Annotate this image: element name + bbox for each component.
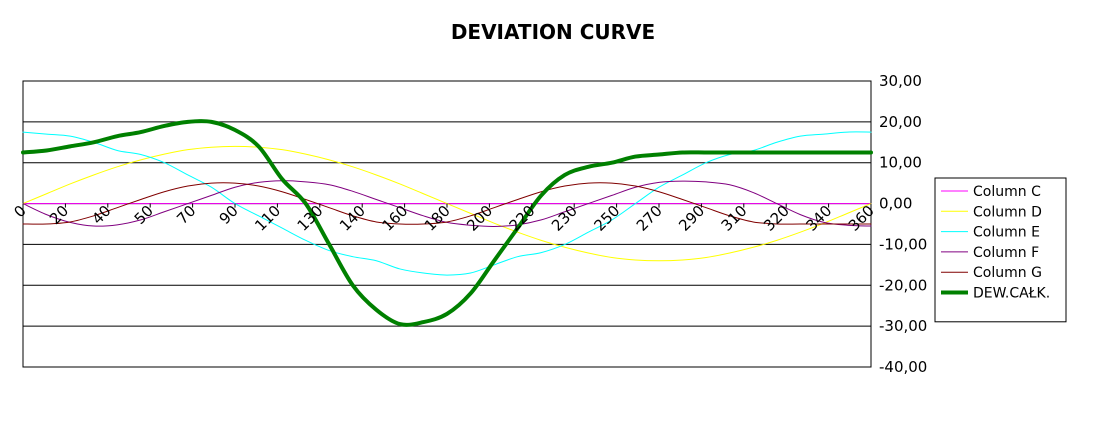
legend-label-column-e: Column E (973, 225, 1040, 241)
y-tick-label: 0,00 (879, 195, 912, 213)
legend-label-column-d: Column D (973, 204, 1042, 220)
x-tick-label: 270 (633, 202, 666, 235)
series-line-column-g (22, 182, 872, 225)
y-tick-label: -30,00 (879, 317, 927, 335)
series-layer (21, 119, 873, 327)
x-tick-label: 0 (10, 202, 29, 221)
x-tick-label: 360 (845, 202, 878, 235)
legend-label-dew-ca-k: DEW.CAŁK. (973, 286, 1050, 302)
series-line-dew-ca-k (21, 119, 873, 327)
y-tick-label: -40,00 (879, 358, 927, 376)
chart-title: DEVIATION CURVE (450, 20, 656, 44)
x-tick-label: 250 (590, 202, 623, 235)
x-tick-labels: 0 20 40 50 70 90 110 130 140 160 180 200 220 230 250 27… (10, 202, 877, 235)
legend-label-column-c: Column C (973, 184, 1041, 200)
x-tick-label: 40 (88, 202, 114, 228)
legend: Column C Column D Column E Column F Column G… (934, 177, 1067, 323)
x-tick-label: 50 (131, 202, 157, 228)
legend-box (934, 177, 1067, 323)
x-tick-label: 140 (336, 202, 369, 235)
y-tick-label: -10,00 (879, 235, 927, 253)
x-tick-label: 160 (378, 202, 411, 235)
plot-frame (22, 80, 872, 368)
legend-label-column-f: Column F (973, 245, 1039, 261)
legend-label-column-g: Column G (973, 265, 1042, 281)
x-tick-label: 110 (251, 202, 284, 235)
grid-layer (23, 80, 871, 368)
x-tick-label: 180 (421, 202, 454, 235)
x-tick-label: 70 (173, 202, 199, 228)
series-line-column-e (22, 131, 872, 276)
series-line-column-d (22, 145, 872, 262)
y-tick-label: 30,00 (879, 72, 922, 90)
y-tick-labels: 30,00 20,00 10,00 0,00 -10,00 -20,00 -30,00 -40… (879, 72, 927, 376)
y-tick-label: 10,00 (879, 154, 922, 172)
y-tick-label: 20,00 (879, 113, 922, 131)
x-tick-label: 200 (463, 202, 496, 235)
x-tick-label: 310 (718, 202, 751, 235)
y-tick-label: -20,00 (879, 276, 927, 294)
x-tick-label: 230 (548, 202, 581, 235)
x-tick-label: 320 (760, 202, 793, 235)
